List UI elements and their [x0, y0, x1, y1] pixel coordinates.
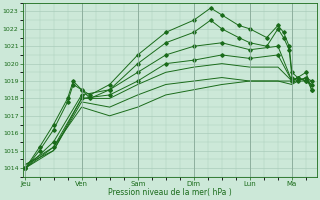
X-axis label: Pression niveau de la mer( hPa ): Pression niveau de la mer( hPa ): [108, 188, 232, 197]
